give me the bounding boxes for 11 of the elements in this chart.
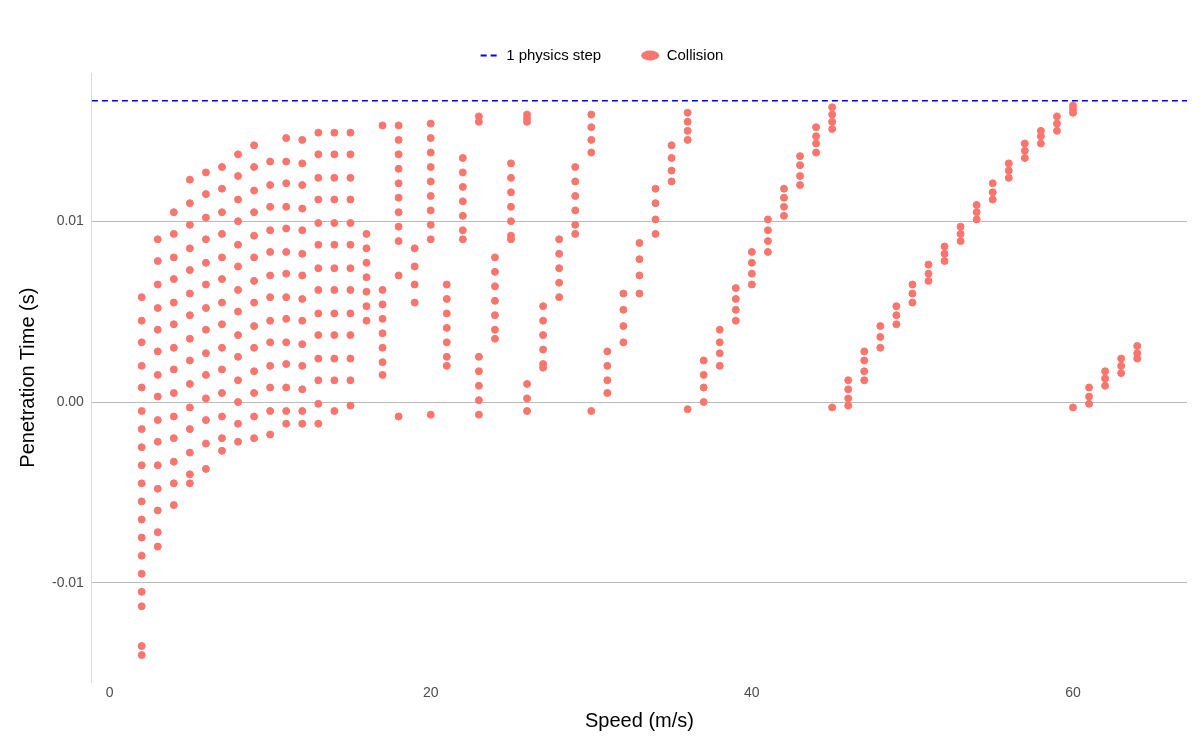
- x-tick-label: 40: [744, 684, 760, 701]
- y-tick-label: -0.01: [51, 573, 85, 590]
- y-tick-label: 0.01: [56, 212, 85, 229]
- x-tick-label: 60: [1065, 684, 1081, 701]
- legend-label: 1 physics step: [506, 45, 602, 63]
- x-axis-title: Speed (m/s): [584, 708, 694, 731]
- legend-label: Collision: [666, 45, 724, 63]
- y-axis-title: Penetration Time (s): [15, 287, 38, 468]
- x-tick-label: 0: [105, 684, 114, 701]
- x-tick-label: 20: [422, 684, 439, 701]
- y-tick-label: 0.00: [56, 392, 85, 409]
